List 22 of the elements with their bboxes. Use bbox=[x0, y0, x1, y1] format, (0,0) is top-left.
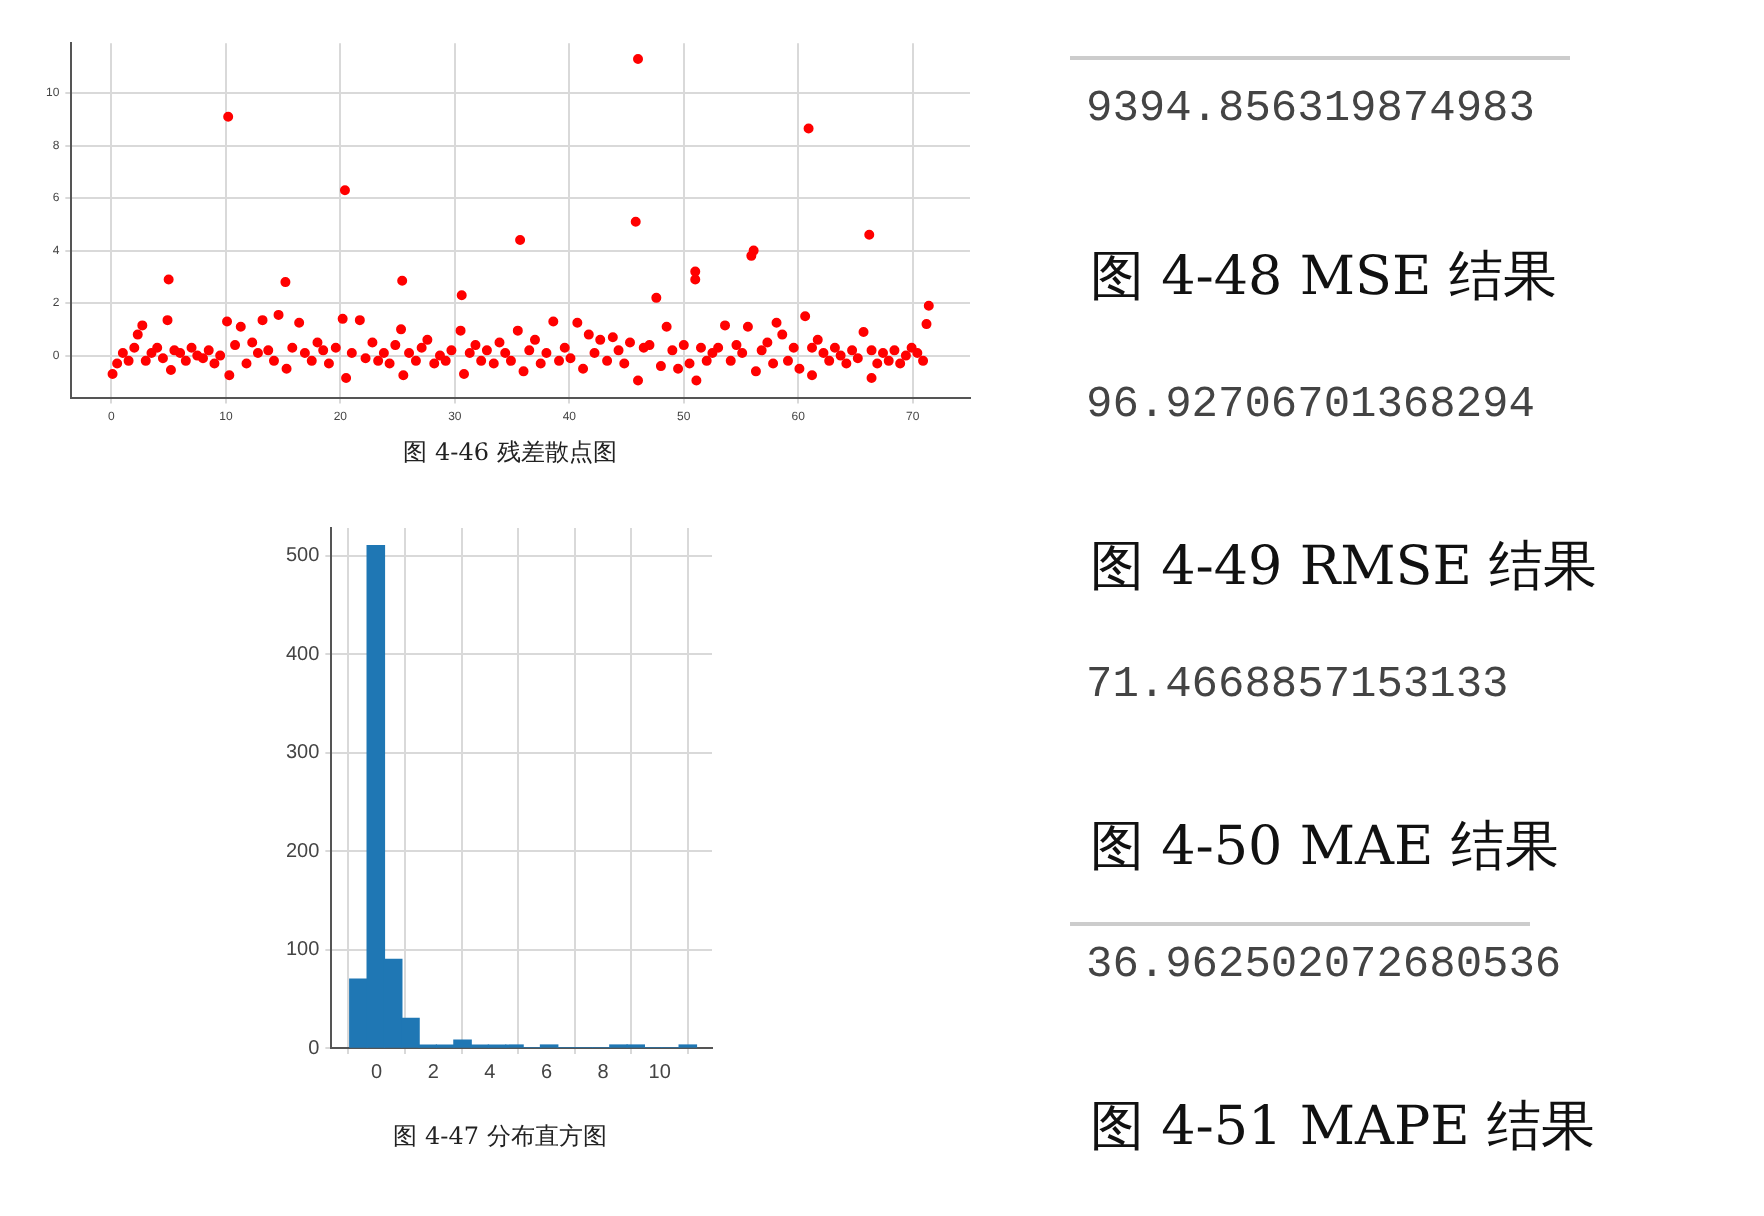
y-tick-label: 200 bbox=[285, 840, 321, 863]
text: 9394.856319874983 bbox=[1086, 84, 1535, 134]
y-tick-label: 400 bbox=[285, 643, 321, 666]
x-tick-label: 2 bbox=[427, 1061, 440, 1084]
caption: 图 4-51 MAPE 结果 bbox=[1090, 1094, 1595, 1162]
x-tick-label: 6 bbox=[540, 1061, 553, 1084]
text: 图 4-46 残差散点图 bbox=[401, 436, 619, 470]
caption: 图 4-49 RMSE 结果 bbox=[1090, 534, 1598, 602]
x-tick-label: 4 bbox=[484, 1061, 497, 1084]
x-tick-label: 10 bbox=[648, 1061, 672, 1084]
text: 图 4-47 分布直方图 bbox=[391, 1120, 609, 1154]
text: 71.4668857153133 bbox=[1086, 660, 1509, 710]
y-tick-label: 500 bbox=[285, 545, 321, 568]
x-tick-label: 8 bbox=[597, 1061, 610, 1084]
y-tick-label: 100 bbox=[285, 939, 321, 962]
text: 96.92706701368294 bbox=[1086, 380, 1535, 430]
y-tick-label: 300 bbox=[285, 742, 321, 765]
caption: 图 4-48 MSE 结果 bbox=[1090, 244, 1557, 312]
text: 36.962502072680536 bbox=[1086, 940, 1562, 990]
y-tick-label: 0 bbox=[308, 1037, 321, 1060]
caption: 图 4-50 MAE 结果 bbox=[1090, 814, 1559, 882]
x-tick-label: 0 bbox=[371, 1061, 384, 1084]
